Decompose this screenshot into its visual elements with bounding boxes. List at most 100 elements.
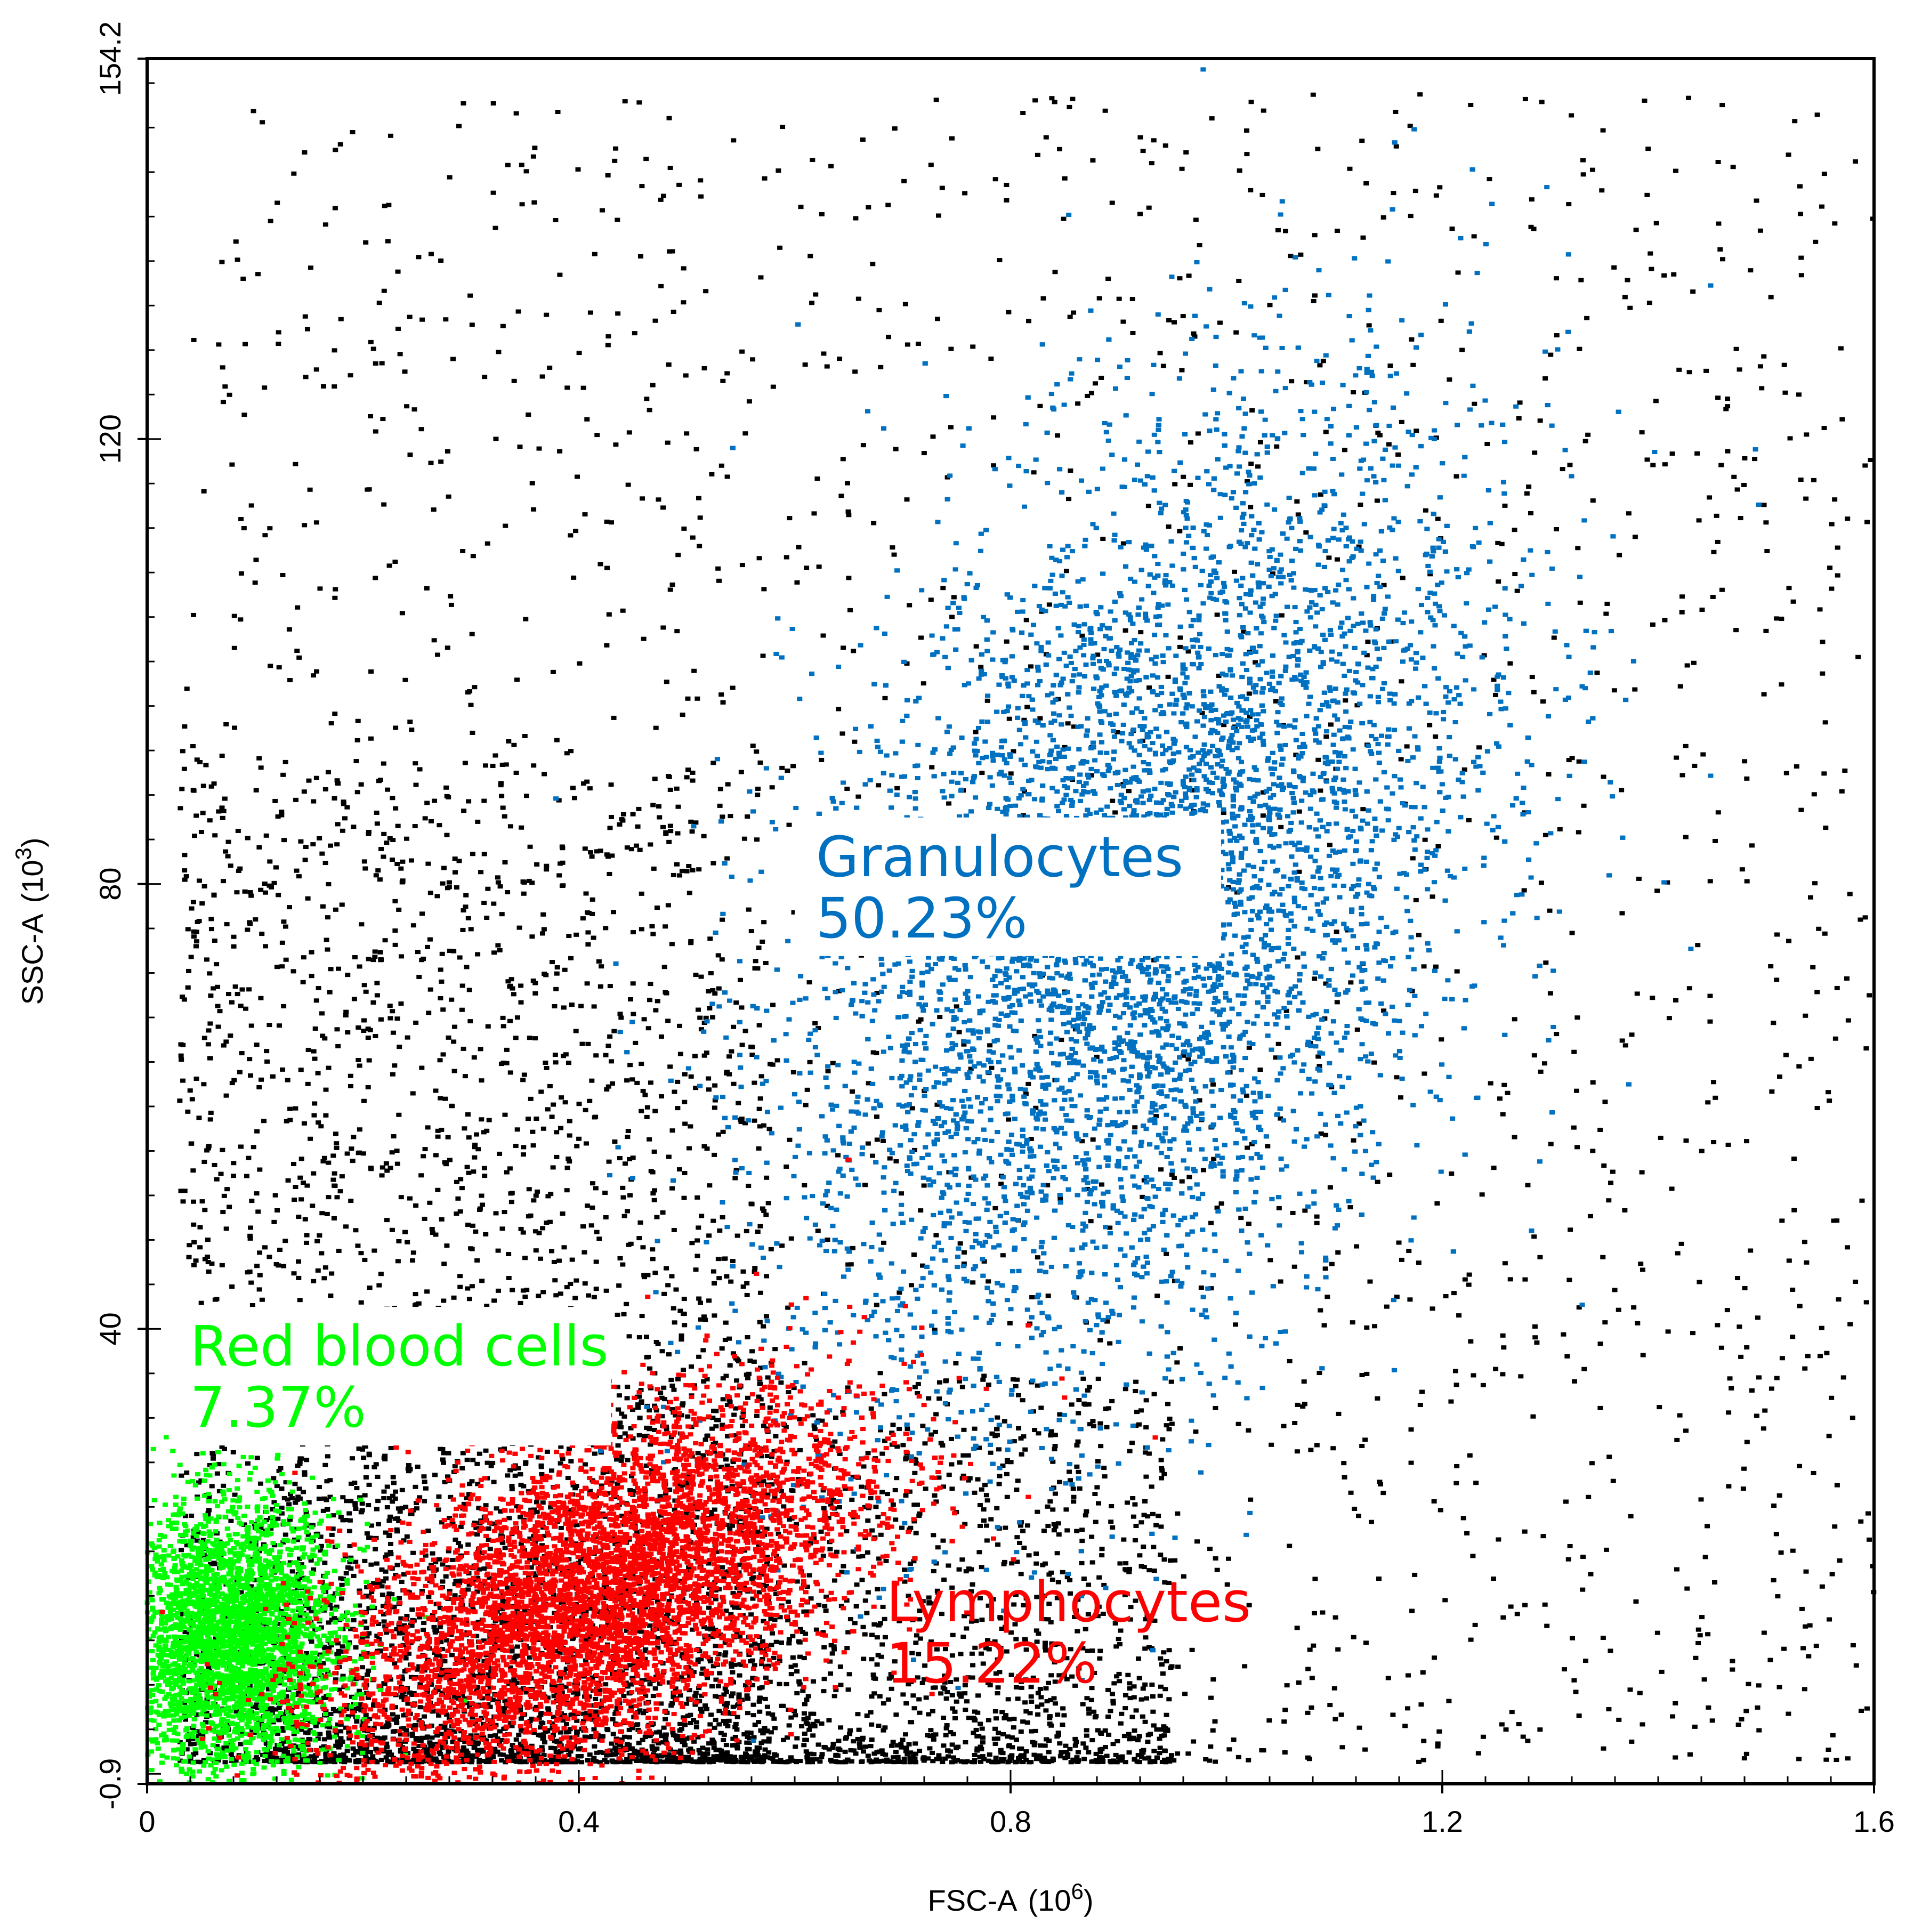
ungated-event (1164, 1251, 1169, 1256)
ungated-event (231, 1174, 237, 1178)
ungated-event (343, 1571, 349, 1575)
ungated-event (1140, 1194, 1145, 1199)
ungated-event (615, 1443, 621, 1448)
ungated-event (532, 1036, 538, 1041)
ungated-event (418, 1739, 424, 1743)
ungated-event (1158, 1167, 1164, 1172)
ungated-event (1574, 1015, 1580, 1020)
ungated-event (671, 1306, 676, 1311)
ungated-event (637, 254, 643, 259)
ungated-event (1817, 607, 1823, 612)
ungated-event (416, 974, 422, 979)
ungated-event (1590, 1149, 1596, 1153)
ungated-event (1454, 1464, 1460, 1468)
ungated-event (195, 1530, 201, 1535)
ungated-event (390, 1493, 395, 1498)
ungated-event (779, 765, 785, 770)
ungated-event (1546, 772, 1552, 777)
ungated-event (681, 1297, 687, 1302)
ungated-event (1412, 189, 1418, 193)
ungated-event (1588, 1572, 1594, 1577)
ungated-event (1399, 419, 1404, 424)
ungated-event (752, 1723, 758, 1727)
ungated-event (204, 1148, 210, 1153)
ungated-event (936, 1380, 942, 1385)
ungated-event (719, 957, 725, 962)
ungated-event (1554, 333, 1560, 338)
ungated-event (177, 806, 183, 811)
ungated-event (603, 1288, 609, 1293)
ungated-event (1699, 1615, 1705, 1620)
ungated-event (1742, 456, 1748, 460)
ungated-event (479, 1078, 484, 1083)
ungated-event (630, 1155, 636, 1160)
ungated-event (762, 176, 768, 181)
ungated-event (1862, 915, 1868, 920)
ungated-event (1501, 1082, 1507, 1087)
ungated-event (1702, 1555, 1708, 1559)
ungated-event (797, 1627, 803, 1631)
ungated-event (483, 1503, 489, 1508)
ungated-event (617, 1256, 623, 1260)
ungated-event (615, 1385, 620, 1389)
ungated-event (482, 1174, 488, 1178)
ungated-event (322, 222, 328, 227)
ungated-event (1329, 1262, 1335, 1266)
ungated-event (1120, 541, 1126, 546)
ungated-event (1265, 1144, 1271, 1149)
ungated-event (1023, 1647, 1029, 1652)
ungated-event (1109, 200, 1115, 205)
ungated-event (530, 154, 536, 159)
ungated-event (384, 840, 390, 845)
ungated-event (762, 1753, 768, 1758)
ungated-event (412, 824, 418, 829)
ungated-event (441, 1668, 447, 1672)
ungated-event (466, 988, 472, 992)
ungated-event (506, 1682, 512, 1686)
ungated-event (1735, 1276, 1741, 1281)
ungated-event (1384, 1304, 1390, 1309)
ungated-event (504, 1619, 510, 1623)
ungated-event (1583, 1659, 1589, 1663)
ungated-event (245, 1270, 251, 1275)
ungated-event (326, 1730, 332, 1735)
ungated-event (1296, 1680, 1302, 1685)
ungated-event (1686, 370, 1692, 375)
ungated-event (621, 1414, 627, 1419)
ungated-event (567, 1119, 572, 1123)
ungated-event (1037, 716, 1043, 721)
ungated-event (574, 1278, 579, 1283)
ungated-event (1380, 215, 1386, 220)
ungated-event (1290, 1210, 1296, 1215)
ungated-event (724, 474, 730, 479)
ungated-event (446, 1035, 451, 1040)
ungated-event (1543, 960, 1549, 965)
ungated-event (608, 782, 614, 787)
ungated-event (530, 1143, 536, 1148)
ungated-event (421, 1621, 427, 1626)
ungated-event (502, 1698, 508, 1703)
ungated-event (682, 1323, 688, 1328)
ungated-event (544, 1220, 550, 1225)
ungated-event (554, 1154, 560, 1159)
ungated-event (1834, 1758, 1839, 1763)
ungated-event (1099, 1182, 1105, 1187)
ungated-event (1454, 969, 1460, 974)
ungated-event (1273, 1055, 1279, 1060)
ungated-event (302, 858, 308, 862)
ungated-event (1323, 1133, 1329, 1137)
ungated-event (690, 770, 696, 775)
ungated-event (326, 1160, 332, 1165)
ungated-event (563, 1685, 569, 1690)
ungated-event (386, 1496, 392, 1501)
ungated-event (540, 1721, 546, 1726)
ungated-event (1597, 1341, 1603, 1346)
ungated-event (384, 1741, 390, 1746)
ungated-event (284, 1119, 289, 1123)
ungated-event (603, 926, 609, 931)
ungated-event (465, 916, 471, 920)
ungated-event (486, 1118, 492, 1122)
ungated-event (1412, 1572, 1418, 1577)
ungated-event (874, 991, 880, 996)
ungated-event (469, 322, 475, 327)
